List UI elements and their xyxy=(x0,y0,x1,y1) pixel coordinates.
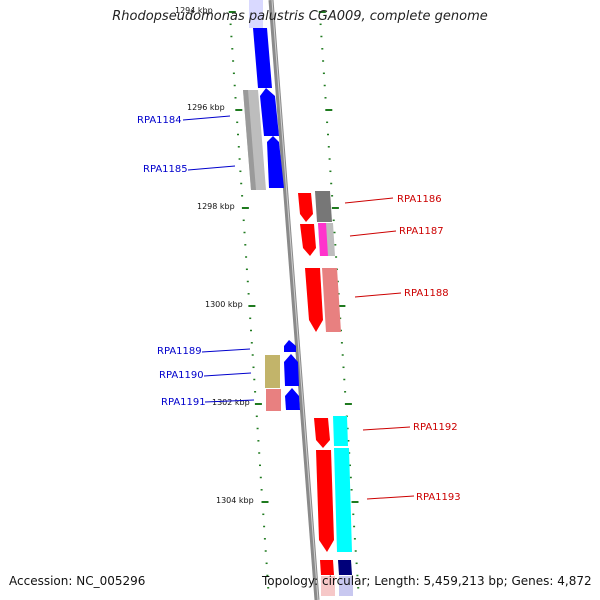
gene-arrow-blue-4 xyxy=(284,340,296,352)
gene-arrow-blue-5 xyxy=(284,354,299,386)
gene-arrow-red-1 xyxy=(298,193,313,222)
kbp-label-1298: 1298 kbp xyxy=(197,202,235,211)
gene-block-rpa1187-mag xyxy=(318,223,328,256)
callout-rpa1189 xyxy=(201,348,251,353)
callout-rpa1193 xyxy=(366,495,415,500)
gene-block-bottom-faded-pink xyxy=(321,576,335,596)
kbp-label-1294: 1294 kbp xyxy=(175,6,213,15)
gene-label-rpa1184[interactable]: RPA1184 xyxy=(137,115,182,126)
gene-label-rpa1190[interactable]: RPA1190 xyxy=(159,370,204,381)
gene-label-rpa1187[interactable]: RPA1187 xyxy=(399,226,444,237)
kbp-label-1300: 1300 kbp xyxy=(205,300,243,309)
gene-label-rpa1191[interactable]: RPA1191 xyxy=(161,397,206,408)
callout-rpa1186 xyxy=(344,197,394,204)
gene-label-rpa1192[interactable]: RPA1192 xyxy=(413,422,458,433)
callout-rpa1188 xyxy=(354,292,402,298)
gene-arrow-blue-3 xyxy=(267,136,284,188)
callout-rpa1187 xyxy=(349,230,397,237)
gene-block-navy xyxy=(338,560,352,575)
gene-label-rpa1189[interactable]: RPA1189 xyxy=(157,346,202,357)
gene-arrow-red-5 xyxy=(316,450,334,552)
genome-summary-text: Topology: circular; Length: 5,459,213 bp… xyxy=(262,574,592,588)
genome-title: Rhodopseudomonas palustris CGA009, compl… xyxy=(112,9,488,24)
gene-block-rpa1193 xyxy=(334,448,352,552)
genome-backbone-highlight xyxy=(271,0,319,600)
gene-arrow-blue-1 xyxy=(253,28,272,88)
kbp-label-1296: 1296 kbp xyxy=(187,103,225,112)
callout-rpa1191 xyxy=(204,399,255,403)
gene-arrow-red-6 xyxy=(320,560,334,575)
gene-block-top-faded xyxy=(249,0,263,28)
gene-block-bottom-faded-blue xyxy=(339,576,353,596)
accession-text: Accession: NC_005296 xyxy=(9,574,146,588)
callout-rpa1192 xyxy=(362,426,411,431)
gene-arrow-blue-2 xyxy=(260,88,279,136)
gene-label-rpa1193[interactable]: RPA1193 xyxy=(416,492,461,503)
gene-block-rpa1190 xyxy=(265,355,280,388)
gene-arrow-red-2 xyxy=(300,224,316,256)
left-tick-marks xyxy=(228,11,270,589)
gene-label-rpa1188[interactable]: RPA1188 xyxy=(404,288,449,299)
gene-block-rpa1184-shade xyxy=(243,90,256,190)
gene-label-rpa1185[interactable]: RPA1185 xyxy=(143,164,188,175)
gene-arrow-red-4 xyxy=(314,418,330,448)
gene-arrow-red-3 xyxy=(305,268,323,332)
callout-rpa1184 xyxy=(182,115,231,121)
gene-block-rpa1188 xyxy=(322,268,341,332)
callout-rpa1185 xyxy=(187,165,236,171)
gene-block-rpa1186 xyxy=(315,191,332,222)
gene-block-rpa1192 xyxy=(333,416,348,446)
kbp-label-1304: 1304 kbp xyxy=(216,496,254,505)
gene-arrow-blue-6 xyxy=(285,388,300,410)
kbp-label-1302: 1302 kbp xyxy=(212,398,250,407)
gene-block-rpa1191 xyxy=(266,389,281,411)
callout-rpa1190 xyxy=(203,372,252,377)
gene-label-rpa1186[interactable]: RPA1186 xyxy=(397,194,442,205)
genome-backbone xyxy=(268,0,320,600)
